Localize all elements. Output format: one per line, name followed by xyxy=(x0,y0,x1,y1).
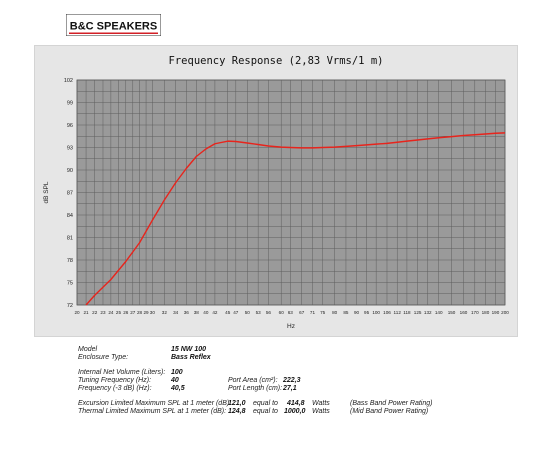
brand-logo-underline xyxy=(69,32,158,34)
x-tick-label: 50 xyxy=(245,310,251,315)
x-tick-label: 200 xyxy=(501,310,509,315)
x-tick-label: 45 xyxy=(225,310,231,315)
x-tick-label: 100 xyxy=(372,310,380,315)
x-tick-label: 60 xyxy=(279,310,285,315)
excursion-watts: 414,8 xyxy=(287,400,305,407)
x-tick-label: 26 xyxy=(123,310,129,315)
x-tick-label: 80 xyxy=(332,310,338,315)
x-tick-label: 32 xyxy=(162,310,168,315)
y-tick-label: 84 xyxy=(67,213,73,219)
x-tick-label: 85 xyxy=(343,310,349,315)
volume-value: 100 xyxy=(171,369,183,376)
frequency-response-line xyxy=(85,132,506,306)
x-tick-label: 47 xyxy=(233,310,239,315)
port-area-value: 222,3 xyxy=(283,377,301,384)
x-tick-label: 95 xyxy=(364,310,370,315)
thermal-watts: 1000,0 xyxy=(284,408,306,415)
x-tick-label: 28 xyxy=(137,310,143,315)
x-tick-label: 106 xyxy=(383,310,391,315)
volume-label: Internal Net Volume (Liters): xyxy=(78,369,166,376)
port-area-label: Port Area (cm²): xyxy=(228,377,278,384)
x-tick-label: 118 xyxy=(403,310,411,315)
x-tick-label: 25 xyxy=(116,310,122,315)
y-tick-label: 93 xyxy=(67,146,73,152)
model-label: Model xyxy=(78,346,98,353)
y-tick-label: 99 xyxy=(67,101,73,107)
x-tick-label: 140 xyxy=(435,310,443,315)
y-axis-label: dB SPL xyxy=(43,181,50,203)
x-tick-label: 27 xyxy=(130,310,136,315)
x-tick-label: 75 xyxy=(320,310,326,315)
x-tick-label: 190 xyxy=(492,310,500,315)
x-tick-label: 132 xyxy=(424,310,432,315)
excursion-equal: equal to xyxy=(253,400,278,407)
y-tick-label: 75 xyxy=(67,281,73,287)
x-tick-label: 150 xyxy=(448,310,456,315)
brand-logo: B&C SPEAKERS xyxy=(66,14,161,36)
excursion-unit: Watts xyxy=(312,400,330,407)
x-tick-label: 53 xyxy=(256,310,262,315)
enclosure-label: Enclosure Type: xyxy=(78,354,129,361)
port-length-label: Port Length (cm): xyxy=(228,385,283,392)
x-tick-label: 21 xyxy=(84,310,90,315)
x-tick-label: 23 xyxy=(100,310,106,315)
x-tick-label: 24 xyxy=(108,310,114,315)
port-length-value: 27,1 xyxy=(283,385,297,392)
x-tick-label: 40 xyxy=(203,310,209,315)
x-tick-label: 63 xyxy=(288,310,294,315)
x-tick-label: 20 xyxy=(74,310,80,315)
x-tick-label: 67 xyxy=(299,310,305,315)
enclosure-value: Bass Reflex xyxy=(171,354,211,361)
x-tick-label: 90 xyxy=(354,310,360,315)
tuning-value: 40 xyxy=(171,377,179,384)
y-tick-label: 72 xyxy=(67,303,73,309)
x-tick-label: 125 xyxy=(414,310,422,315)
model-value: 15 NW 100 xyxy=(171,346,207,353)
y-tick-label: 96 xyxy=(67,123,73,129)
brand-logo-text: B&C SPEAKERS xyxy=(70,21,157,33)
thermal-note: (Mid Band Power Rating) xyxy=(350,408,429,415)
x-tick-label: 30 xyxy=(150,310,156,315)
x-tick-label: 180 xyxy=(482,310,490,315)
excursion-note: (Bass Band Power Rating) xyxy=(350,400,433,407)
f3-label: Frequency (-3 dB) (Hz): xyxy=(78,385,152,392)
x-tick-label: 56 xyxy=(266,310,272,315)
y-tick-label: 87 xyxy=(67,191,73,197)
excursion-label: Excursion Limited Maximum SPL at 1 meter… xyxy=(78,400,232,407)
excursion-value: 121,0 xyxy=(228,400,246,407)
x-tick-label: 38 xyxy=(194,310,200,315)
tuning-label: Tuning Frequency (Hz): xyxy=(78,377,152,384)
y-tick-label: 81 xyxy=(67,236,73,242)
x-tick-label: 170 xyxy=(471,310,479,315)
y-tick-label: 78 xyxy=(67,258,73,264)
y-tick-label: 90 xyxy=(67,168,73,174)
x-tick-label: 36 xyxy=(184,310,190,315)
thermal-unit: Watts xyxy=(312,408,330,415)
x-tick-label: 29 xyxy=(144,310,150,315)
f3-value: 40,5 xyxy=(171,385,185,392)
x-tick-label: 22 xyxy=(92,310,98,315)
x-tick-label: 34 xyxy=(173,310,179,315)
x-tick-label: 112 xyxy=(394,310,402,315)
x-tick-label: 160 xyxy=(460,310,468,315)
chart-title: Frequency Response (2,83 Vrms/1 m) xyxy=(168,55,384,67)
thermal-value: 124,8 xyxy=(228,408,246,415)
thermal-label: Thermal Limited Maximum SPL at 1 meter (… xyxy=(78,408,227,415)
x-tick-label: 71 xyxy=(310,310,316,315)
thermal-equal: equal to xyxy=(253,408,278,415)
x-tick-label: 42 xyxy=(212,310,218,315)
y-tick-label: 102 xyxy=(64,78,73,84)
x-axis-label: Hz xyxy=(287,323,295,330)
